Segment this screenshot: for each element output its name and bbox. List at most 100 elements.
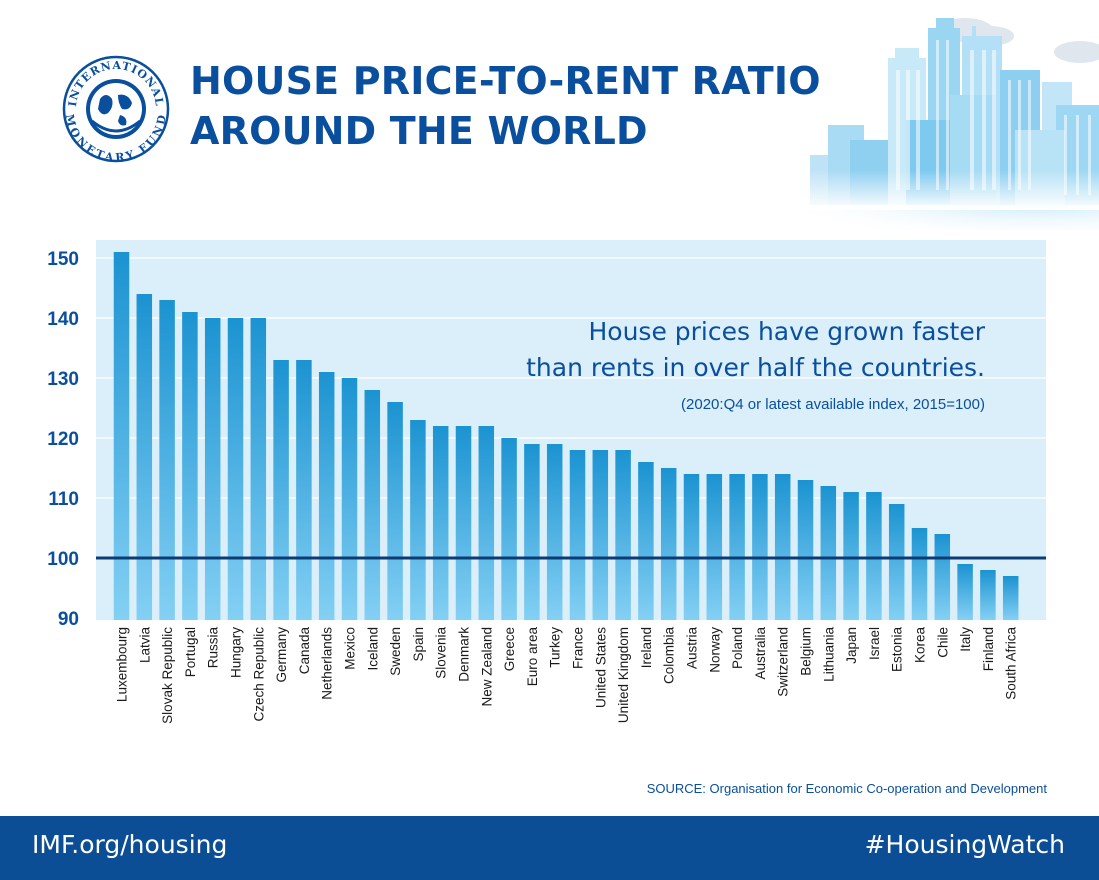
source-note: SOURCE: Organisation for Economic Co-ope… <box>646 781 1047 796</box>
x-tick-label: Japan <box>844 627 859 664</box>
page-title: HOUSE PRICE-TO-RENT RATIO AROUND THE WOR… <box>190 56 821 156</box>
x-tick-label: Turkey <box>548 627 563 668</box>
bar-greece <box>501 438 517 620</box>
x-tick-label: Colombia <box>662 627 677 685</box>
y-tick-label: 90 <box>58 609 79 630</box>
y-tick-label: 110 <box>48 489 79 510</box>
bar-italy <box>957 564 973 620</box>
bar-germany <box>273 360 289 620</box>
x-tick-label: Finland <box>981 627 996 671</box>
bar-switzerland <box>774 474 791 620</box>
chart-annotation: House prices have grown faster than rent… <box>526 317 986 413</box>
x-tick-label: Canada <box>297 627 312 675</box>
y-tick-label: 130 <box>47 369 79 390</box>
x-tick-label: Switzerland <box>776 627 791 697</box>
x-tick-label: Germany <box>274 627 289 683</box>
title-line-2: AROUND THE WORLD <box>190 109 648 153</box>
title-line-1: HOUSE PRICE-TO-RENT RATIO <box>190 59 821 103</box>
bar-czech-republic <box>250 318 267 620</box>
x-tick-label: Norway <box>707 627 722 673</box>
x-axis-labels: Luxembourg Latvia Slovak Republic Portugal R… <box>115 627 1019 724</box>
footer-bar: IMF.org/housing #HousingWatch <box>0 816 1099 880</box>
x-tick-label: Belgium <box>799 627 814 676</box>
x-tick-label: Australia <box>753 627 768 680</box>
x-tick-label: Slovak Republic <box>160 627 175 724</box>
x-tick-label: Sweden <box>388 627 403 676</box>
bar-israel <box>866 492 882 620</box>
bar-poland <box>729 474 745 620</box>
annotation-note: (2020:Q4 or latest available index, 2015… <box>681 396 985 413</box>
bar-spain <box>410 420 426 620</box>
annotation-line-2: than rents in over half the countries. <box>526 353 985 382</box>
bar-luxembourg <box>113 252 130 620</box>
bar-korea <box>911 528 928 620</box>
x-tick-label: Italy <box>958 627 973 652</box>
bar-south-africa <box>1002 576 1019 620</box>
x-tick-label: New Zealand <box>479 627 494 707</box>
x-tick-label: Poland <box>730 627 745 669</box>
y-tick-label: 150 <box>47 249 79 270</box>
x-tick-label: Israel <box>867 627 882 660</box>
x-tick-label: Ireland <box>639 627 654 668</box>
bar-lithuania <box>820 486 837 620</box>
x-tick-label: Chile <box>935 627 950 658</box>
x-tick-label: South Africa <box>1004 627 1019 700</box>
bar-turkey <box>546 444 563 620</box>
x-tick-label: Euro area <box>525 627 540 687</box>
bar-mexico <box>341 378 358 620</box>
bar-australia <box>752 474 768 620</box>
bar-sweden <box>387 402 403 620</box>
bar-norway <box>706 474 723 620</box>
y-tick-label: 100 <box>47 549 79 570</box>
bar-slovenia <box>432 426 449 620</box>
bar-russia <box>204 318 221 620</box>
bar-euro-area <box>524 444 540 620</box>
bar-belgium <box>797 480 814 620</box>
x-tick-label: Czech Republic <box>251 627 266 722</box>
bar-netherlands <box>318 372 335 620</box>
y-axis-ticks: 90 100 110 120 130 140 150 <box>47 249 79 630</box>
x-tick-label: Luxembourg <box>115 627 130 702</box>
bar-chile <box>934 534 951 620</box>
x-tick-label: Mexico <box>343 627 358 670</box>
bar-ireland <box>638 462 654 620</box>
bar-new-zealand <box>478 426 495 620</box>
city-skyline-icon <box>760 18 1099 230</box>
x-tick-label: Iceland <box>365 627 380 671</box>
x-tick-label: Hungary <box>229 627 244 678</box>
bar-finland <box>980 570 996 620</box>
y-tick-label: 140 <box>47 309 79 330</box>
y-tick-label: 120 <box>47 429 79 450</box>
x-tick-label: Russia <box>206 627 221 669</box>
bar-united-kingdom <box>615 450 631 620</box>
x-tick-label: United States <box>593 627 608 708</box>
bar-canada <box>296 360 312 620</box>
bar-latvia <box>136 294 153 620</box>
footer-hashtag: #HousingWatch <box>864 830 1065 859</box>
header: INTERNATIONAL MONETARY FUND HOUSE PRICE-… <box>0 0 1099 230</box>
x-tick-label: Slovenia <box>434 627 449 679</box>
bar-united-states <box>592 450 609 620</box>
bar-iceland <box>364 390 381 620</box>
x-tick-label: Portugal <box>183 627 198 677</box>
imf-logo-icon: INTERNATIONAL MONETARY FUND <box>62 55 170 163</box>
x-tick-label: Denmark <box>457 627 472 682</box>
bar-hungary <box>227 318 244 620</box>
x-tick-label: Latvia <box>137 627 152 664</box>
price-to-rent-chart: 90 100 110 120 130 140 150 Luxembourg Latvia Slo… <box>47 240 1046 724</box>
x-tick-label: Estonia <box>890 627 905 673</box>
bar-estonia <box>888 504 905 620</box>
bar-austria <box>683 474 700 620</box>
bar-colombia <box>660 468 677 620</box>
x-tick-label: United Kingdom <box>616 627 631 723</box>
bar-france <box>569 450 586 620</box>
x-tick-label: Spain <box>411 627 426 662</box>
x-tick-label: Austria <box>685 627 700 670</box>
x-tick-label: Netherlands <box>320 627 335 700</box>
bar-portugal <box>182 312 198 620</box>
footer-website-link[interactable]: IMF.org/housing <box>32 830 228 859</box>
x-tick-label: France <box>571 627 586 669</box>
x-tick-label: Korea <box>913 627 928 664</box>
bar-japan <box>843 492 859 620</box>
annotation-line-1: House prices have grown faster <box>588 317 985 346</box>
